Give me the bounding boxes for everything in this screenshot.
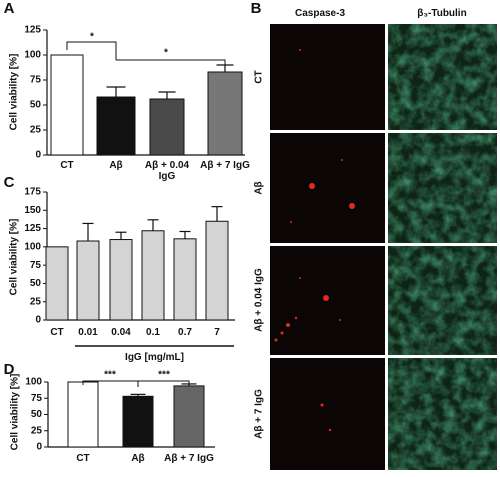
- significance-label: ***: [104, 370, 116, 381]
- significance-bracket: [116, 59, 226, 68]
- y-tick-label: 75: [30, 75, 42, 86]
- x-tick-label: CT: [76, 453, 90, 464]
- y-tick-label: 100: [24, 241, 41, 252]
- y-tick-label: 25: [31, 425, 43, 436]
- y-tick-label: 50: [31, 409, 43, 420]
- y-tick-label: 100: [25, 377, 42, 388]
- y-tick-label: 0: [35, 315, 41, 326]
- y-tick-label: 125: [24, 223, 41, 234]
- y-tick-label: 75: [31, 393, 43, 404]
- x-tick-label: Aβ + 7 IgG: [164, 453, 214, 464]
- bar: [45, 246, 69, 321]
- micrographs: [270, 24, 497, 470]
- y-tick-label: 25: [30, 125, 42, 136]
- significance-label: *: [90, 32, 94, 43]
- bar: [207, 71, 243, 156]
- significance-bracket: [137, 380, 190, 387]
- bar: [149, 98, 185, 156]
- bar: [76, 240, 100, 321]
- row-label: Aβ + 7 IgG: [254, 389, 265, 439]
- column-label: β₃-Tubulin: [417, 8, 467, 19]
- bar: [122, 395, 154, 448]
- x-tick-label: Aβ: [109, 160, 123, 171]
- x-tick-label: 7: [214, 327, 220, 338]
- x-tick-label: CT: [50, 327, 64, 338]
- y-tick-label: 50: [30, 100, 42, 111]
- x-tick-label: Aβ: [131, 453, 145, 464]
- x-axis-label: IgG [mg/mL]: [125, 352, 184, 363]
- panel-label: B: [250, 0, 262, 17]
- y-tick-label: 0: [36, 442, 42, 453]
- y-tick-label: 0: [35, 150, 41, 161]
- x-tick-label: 0.7: [178, 327, 192, 338]
- bar: [67, 381, 99, 448]
- bar: [109, 239, 133, 321]
- panel-label: D: [3, 361, 15, 378]
- y-tick-label: 150: [24, 205, 41, 216]
- significance-label: *: [164, 48, 168, 59]
- y-axis-label: Cell viability [%]: [9, 54, 20, 131]
- bar: [205, 220, 229, 321]
- row-label: Aβ + 0.04 IgG: [254, 268, 265, 332]
- y-tick-label: 50: [30, 278, 42, 289]
- y-tick-label: 100: [24, 50, 41, 61]
- y-tick-label: 175: [24, 187, 41, 198]
- y-axis-label: Cell viability [%]: [9, 219, 20, 296]
- row-label: CT: [254, 70, 265, 83]
- column-label: Caspase-3: [294, 8, 346, 19]
- y-tick-label: 125: [24, 25, 41, 36]
- bar: [96, 96, 136, 156]
- x-tick-label: 0.04: [111, 327, 131, 338]
- y-tick-label: 75: [30, 260, 42, 271]
- bar: [173, 385, 205, 448]
- x-tick-label: CT: [60, 160, 74, 171]
- bar: [173, 238, 197, 321]
- x-tick-label: 0.1: [146, 327, 160, 338]
- bar: [141, 230, 165, 321]
- y-tick-label: 25: [30, 296, 42, 307]
- x-tick-label: Aβ + 7 IgG: [200, 160, 250, 171]
- row-label: Aβ: [254, 181, 265, 194]
- bar: [50, 54, 84, 156]
- panel-label: C: [3, 174, 15, 191]
- significance-label: ***: [158, 370, 170, 381]
- significance-bracket: [66, 41, 117, 60]
- x-tick-label: Aβ + 0.04 IgG: [144, 160, 190, 182]
- x-tick-label: 0.01: [78, 327, 98, 338]
- y-axis-label: Cell viability [%]: [10, 374, 21, 451]
- panel-label: A: [3, 0, 15, 17]
